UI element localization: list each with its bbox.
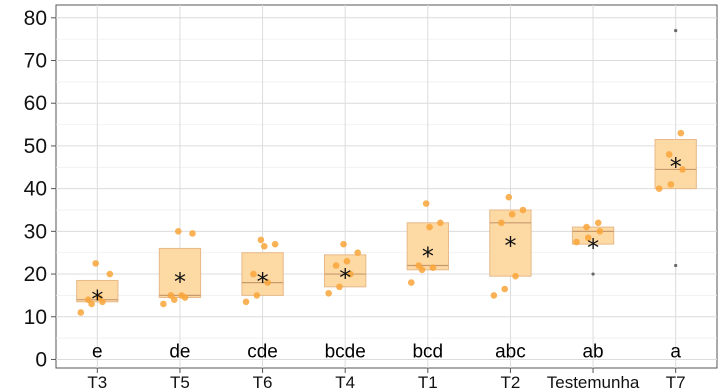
y-tick-label: 50: [24, 135, 47, 158]
data-point: [655, 185, 663, 192]
data-point: [271, 240, 279, 248]
panel-border: [55, 4, 718, 369]
data-point: [178, 292, 185, 299]
data-point: [325, 289, 332, 297]
data-point: [407, 279, 415, 286]
box: [241, 252, 284, 296]
data-point: [677, 129, 685, 137]
mean-marker: *: [422, 243, 434, 271]
outlier-point: [591, 272, 595, 276]
data-point: [95, 294, 103, 301]
y-tick-label: 0: [35, 348, 47, 371]
data-point: [415, 262, 423, 269]
significance-letters: e de cde bcde bcd abc ab a: [92, 341, 681, 362]
outlier-point: [674, 29, 678, 33]
data-point: [505, 193, 513, 201]
data-point: [84, 296, 92, 303]
y-tick-label: 60: [24, 92, 47, 115]
data-point: [508, 210, 516, 218]
data-point: [596, 228, 604, 235]
data-point: [250, 270, 257, 278]
data-point: [332, 262, 340, 269]
y-axis: 0 10 20 30 40 50 60 70 80: [24, 7, 56, 371]
box: [158, 247, 202, 299]
box: [654, 139, 697, 190]
y-tick-label: 20: [24, 263, 47, 286]
box: [489, 209, 532, 277]
y-tick-label: 10: [24, 306, 47, 329]
data-point: [583, 223, 590, 231]
x-tick-label: T5: [170, 373, 190, 392]
data-point: [573, 238, 580, 246]
significance-letter: bcde: [325, 341, 366, 362]
x-tick-label: T2: [501, 373, 521, 392]
data-point: [106, 270, 114, 278]
data-point: [490, 292, 498, 299]
data-point: [346, 270, 354, 278]
mean-marker: *: [587, 234, 599, 262]
significance-letter: de: [169, 341, 190, 362]
data-point: [260, 242, 268, 250]
x-tick-label: T1: [418, 373, 438, 392]
x-tick-label: Testemunha: [547, 373, 640, 392]
data-point: [498, 219, 505, 227]
data-point: [189, 230, 196, 237]
mean-marker: *: [91, 285, 103, 313]
data-point: [253, 292, 261, 299]
significance-letter: a: [670, 341, 681, 362]
data-point: [422, 200, 430, 207]
mean-marker: *: [504, 232, 516, 260]
y-tick-label: 80: [24, 7, 47, 30]
data-point: [501, 285, 509, 293]
data-point: [77, 309, 85, 316]
data-point: [665, 151, 673, 158]
significance-letter: ab: [582, 341, 603, 362]
mean-marker: *: [339, 264, 351, 292]
box: [76, 279, 119, 303]
data-point: [242, 298, 250, 306]
data-point: [594, 219, 602, 227]
x-tick-label: T7: [666, 373, 686, 392]
significance-letter: cde: [247, 341, 278, 362]
data-point: [519, 206, 527, 214]
data-point: [429, 264, 437, 271]
data-point: [336, 283, 343, 291]
data-point: [160, 300, 167, 308]
data-point: [354, 249, 362, 256]
data-point: [679, 166, 686, 173]
x-tick-label: T6: [253, 373, 273, 392]
y-tick-label: 70: [24, 50, 47, 73]
data-point: [174, 228, 182, 235]
outlier-point: [674, 263, 678, 268]
mean-marker: *: [174, 268, 186, 296]
significance-letter: e: [92, 341, 103, 362]
x-axis: T3 T5 T6 T4 T1 T2 Testemunha T7: [87, 368, 686, 392]
data-point: [167, 292, 175, 299]
data-point: [667, 181, 675, 188]
mean-marker: *: [670, 153, 682, 181]
plot-panel: * * * * * * * * e de cde bcde bcd abc ab a: [55, 4, 718, 369]
data-point: [437, 219, 444, 227]
jitter-points: [77, 29, 686, 316]
data-point: [426, 223, 433, 231]
x-tick-label: T4: [335, 373, 355, 392]
data-point: [512, 272, 519, 280]
data-point: [340, 240, 347, 248]
significance-letter: abc: [495, 341, 526, 362]
box: [406, 222, 449, 271]
significance-letter: bcd: [412, 341, 443, 362]
data-point: [584, 234, 592, 242]
data-point: [257, 236, 265, 244]
mean-markers: * * * * * * * *: [91, 153, 681, 313]
data-point: [264, 279, 271, 286]
y-tick-label: 40: [24, 178, 47, 201]
data-point: [343, 257, 351, 265]
y-tick-label: 30: [24, 220, 47, 243]
data-point: [92, 260, 99, 267]
x-tick-label: T3: [87, 373, 107, 392]
mean-marker: *: [257, 268, 269, 296]
